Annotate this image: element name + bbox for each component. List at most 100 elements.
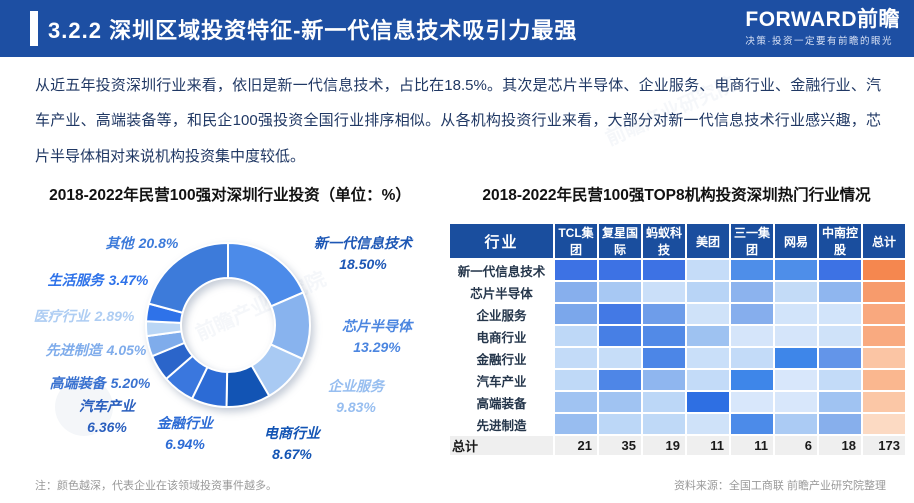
heatmap-row: 金融行业 xyxy=(448,346,907,370)
brand-logo-tagline: 决策·投资一定要有前瞻的眼光 xyxy=(745,36,894,48)
donut-label-jinrong: 金融行业 6.94% xyxy=(157,415,213,452)
heatmap-row-label: 电商行业 xyxy=(448,324,555,348)
donut-chart: 新一代信息技术 18.50% 芯片半导体 13.29% 企业服务 9.83% 电商行业… xyxy=(0,215,448,481)
heatmap-cell xyxy=(641,258,687,282)
donut-label-qiye: 企业服务 9.83% xyxy=(328,378,384,415)
heatmap-cell xyxy=(641,302,687,326)
heatmap-totals-row: 总计 21 35 19 11 11 6 18 173 xyxy=(448,434,907,457)
header-bar: 3.2.2 深圳区域投资特征-新一代信息技术吸引力最强 FORWARD前瞻 决策… xyxy=(0,0,914,57)
heatmap-total-value: 35 xyxy=(597,434,643,457)
donut-label-xinpian: 芯片半导体 13.29% xyxy=(342,318,412,355)
heatmap-total-value: 19 xyxy=(641,434,687,457)
donut-label-xinyidai: 新一代信息技术 18.50% xyxy=(314,235,412,272)
heatmap-cell xyxy=(773,368,819,392)
heatmap-row: 高端装备 xyxy=(448,390,907,414)
heatmap-row-label: 高端装备 xyxy=(448,390,555,414)
footnote-note: 注：颜色越深，代表企业在该领域投资事件越多。 xyxy=(35,480,277,492)
heatmap-cell xyxy=(817,390,863,414)
heatmap-cell xyxy=(817,346,863,370)
heatmap-cell xyxy=(597,258,643,282)
donut-label-gaoduan: 高端装备 5.20% xyxy=(49,375,151,391)
heatmap-cell xyxy=(597,390,643,414)
heatmap-col-header: 美团 xyxy=(685,222,731,260)
heatmap-cell xyxy=(773,412,819,436)
heatmap-cell xyxy=(729,368,775,392)
heatmap-row-label: 汽车产业 xyxy=(448,368,555,392)
heatmap-cell xyxy=(597,368,643,392)
heatmap-col-header: 蚂蚁科技 xyxy=(641,222,687,260)
heatmap-cell xyxy=(817,258,863,282)
heatmap-cell xyxy=(553,324,599,348)
heatmap-cell xyxy=(817,368,863,392)
heatmap-cell xyxy=(685,346,731,370)
heatmap-chart-title: 2018-2022年民营100强TOP8机构投资深圳热门行业情况 xyxy=(482,187,871,204)
heatmap-cell xyxy=(553,280,599,304)
heatmap-cell xyxy=(729,258,775,282)
heatmap-cell xyxy=(553,346,599,370)
donut-label-dianshang: 电商行业 8.67% xyxy=(264,425,320,462)
heatmap-cell xyxy=(641,390,687,414)
heatmap-cell xyxy=(641,346,687,370)
heatmap-total-value: 11 xyxy=(729,434,775,457)
heatmap-col-header: 复星国际 xyxy=(597,222,643,260)
donut-label-yiliao: 医疗行业 2.89% xyxy=(33,308,135,324)
page-title: 3.2.2 深圳区域投资特征-新一代信息技术吸引力最强 xyxy=(48,13,577,45)
heatmap-cell xyxy=(861,390,907,414)
heatmap-cell xyxy=(861,302,907,326)
heatmap-cell xyxy=(773,258,819,282)
heatmap-cell xyxy=(861,412,907,436)
heatmap-cell xyxy=(685,302,731,326)
heatmap-cell xyxy=(597,280,643,304)
heatmap-cell xyxy=(685,324,731,348)
heatmap-cell xyxy=(817,324,863,348)
heatmap-cell xyxy=(641,280,687,304)
heatmap-cell xyxy=(861,280,907,304)
heatmap-total-value: 18 xyxy=(817,434,863,457)
heatmap-row: 汽车产业 xyxy=(448,368,907,392)
heatmap-cell xyxy=(685,258,731,282)
section-title: 深圳区域投资特征-新一代信息技术吸引力最强 xyxy=(109,18,578,43)
heatmap-cell xyxy=(641,368,687,392)
heatmap-cell xyxy=(597,302,643,326)
heatmap-cell xyxy=(861,368,907,392)
heatmap-cell xyxy=(729,280,775,304)
heatmap-cell xyxy=(729,412,775,436)
heatmap-total-value: 21 xyxy=(553,434,599,457)
footnote-source: 资料来源：全国工商联 前瞻产业研究院整理 xyxy=(673,480,886,492)
heatmap-row-label: 先进制造 xyxy=(448,412,555,436)
heatmap-cell xyxy=(553,368,599,392)
heatmap-cell xyxy=(553,412,599,436)
heatmap-row: 电商行业 xyxy=(448,324,907,348)
heatmap-row-label: 企业服务 xyxy=(448,302,555,326)
heatmap-col-header: 总计 xyxy=(861,222,907,260)
donut-svg xyxy=(145,242,311,408)
heatmap-cell xyxy=(553,390,599,414)
donut-segment xyxy=(147,242,229,314)
heatmap-cell xyxy=(773,280,819,304)
donut-label-qiche: 汽车产业 6.36% xyxy=(79,398,135,435)
brand-logo: FORWARD前瞻 决策·投资一定要有前瞻的眼光 xyxy=(745,8,900,47)
heatmap-cell xyxy=(861,258,907,282)
donut-label-shenghuo: 生活服务 3.47% xyxy=(47,272,149,288)
heatmap-row-label: 芯片半导体 xyxy=(448,280,555,304)
heatmap-cell xyxy=(729,390,775,414)
intro-paragraph: 从近五年投资深圳行业来看，依旧是新一代信息技术，占比在18.5%。其次是芯片半导… xyxy=(35,77,881,165)
heatmap-totals-label: 总计 xyxy=(448,434,555,457)
donut-chart-title: 2018-2022年民营100强对深圳行业投资（单位：%） xyxy=(49,187,411,204)
donut-label-xianjin: 先进制造 4.05% xyxy=(45,342,147,358)
heatmap-row-label: 新一代信息技术 xyxy=(448,258,555,282)
heatmap-col-header: TCL集团 xyxy=(553,222,599,260)
heatmap-cell xyxy=(729,346,775,370)
heatmap-cell xyxy=(553,302,599,326)
section-number: 3.2.2 xyxy=(48,18,102,43)
heatmap-row: 先进制造 xyxy=(448,412,907,436)
heatmap-cell xyxy=(861,324,907,348)
heatmap-cell xyxy=(685,390,731,414)
heatmap-cell xyxy=(773,346,819,370)
heatmap-cell xyxy=(597,324,643,348)
heatmap-cell xyxy=(553,258,599,282)
heatmap-total-value: 6 xyxy=(773,434,819,457)
heatmap-cell xyxy=(685,412,731,436)
heatmap-table: 行业 TCL集团 复星国际 蚂蚁科技 美团 三一集团 网易 中南控股 总计 新一代信息技术 芯片半导… xyxy=(448,222,907,457)
